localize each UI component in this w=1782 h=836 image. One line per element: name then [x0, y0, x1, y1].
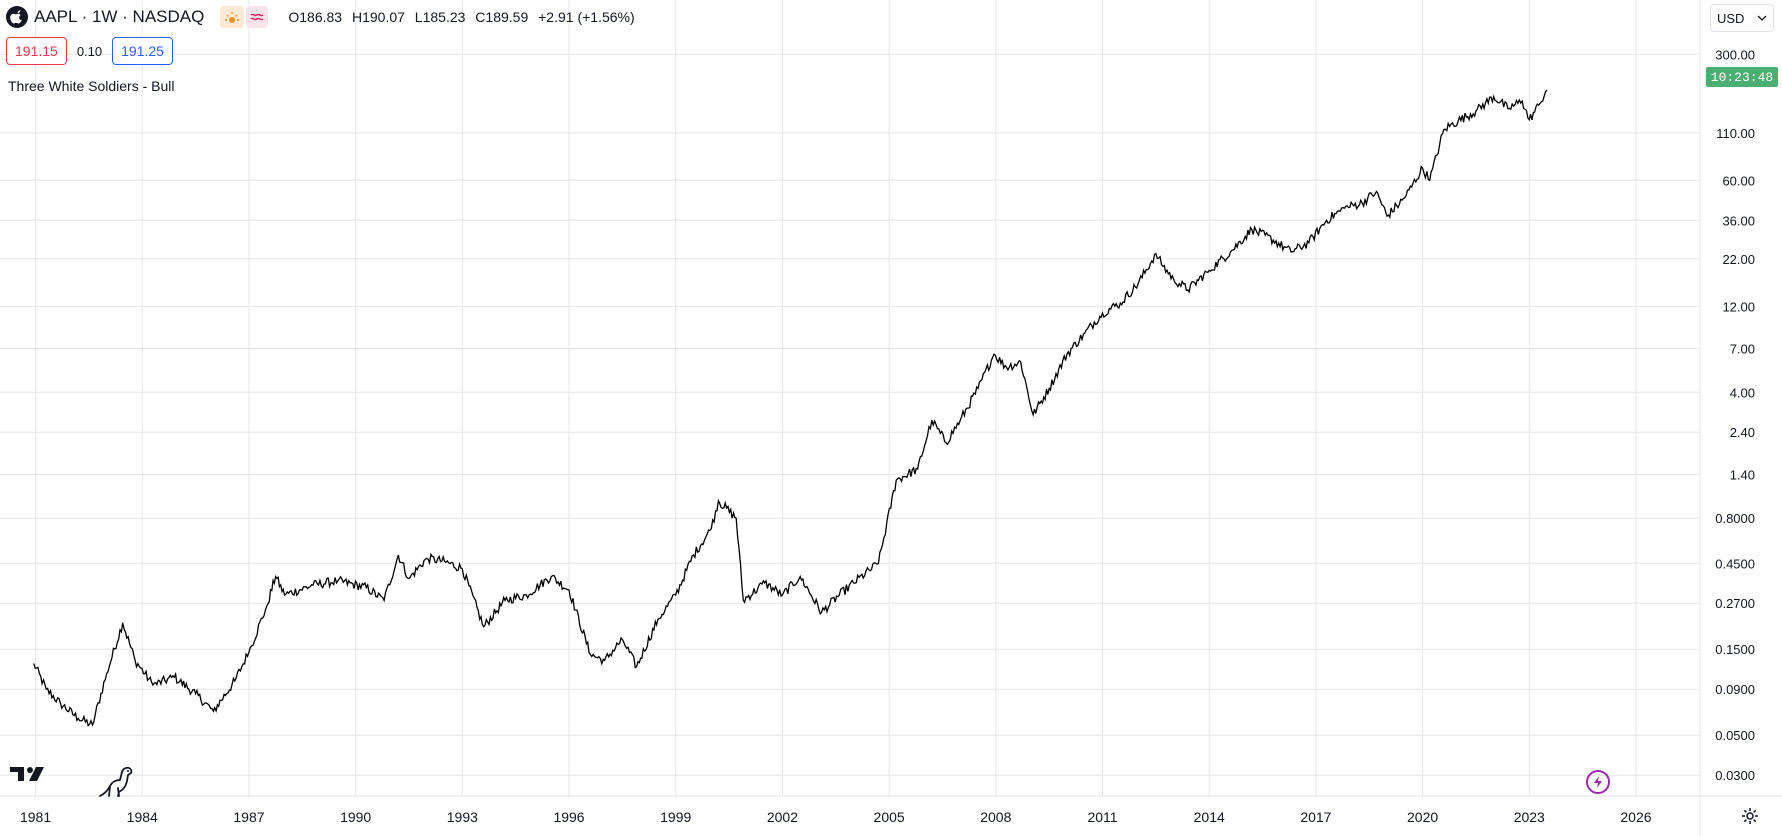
change-value: +2.91 (+1.56%)	[538, 9, 635, 25]
y-tick-label: 4.00	[1730, 385, 1755, 400]
lightning-icon[interactable]	[1586, 770, 1610, 794]
y-tick-label: 0.1500	[1715, 642, 1755, 657]
open-value: O186.83	[288, 9, 343, 25]
x-tick-label: 1993	[447, 809, 478, 825]
x-tick-label: 2017	[1300, 809, 1331, 825]
wave-icon[interactable]	[246, 6, 269, 28]
x-tick-label: 1987	[233, 809, 264, 825]
y-tick-label: 2.40	[1730, 425, 1755, 440]
symbol-header: AAPL · 1W · NASDAQ O186.83 H190.07 L185.…	[6, 4, 641, 30]
y-tick-label: 0.0500	[1715, 728, 1755, 743]
y-axis: 300.00 110.00 60.00 36.00 22.00 12.00 7.00 4.00…	[1715, 47, 1755, 783]
x-tick-label: 2002	[767, 809, 798, 825]
y-tick-label: 22.00	[1722, 252, 1755, 267]
currency-value: USD	[1717, 10, 1745, 26]
y-tick-label: 60.00	[1722, 173, 1755, 188]
symbol-title[interactable]: AAPL · 1W · NASDAQ	[34, 7, 205, 26]
y-tick-label: 110.00	[1716, 126, 1755, 141]
chevron-down-icon	[1757, 15, 1767, 21]
buy-price-button[interactable]: 191.25	[112, 37, 173, 65]
x-tick-label: 2014	[1194, 809, 1225, 825]
y-tick-label: 12.00	[1722, 299, 1755, 314]
x-tick-label: 1990	[340, 809, 371, 825]
x-tick-label: 2026	[1620, 809, 1651, 825]
gear-icon[interactable]	[1740, 806, 1760, 826]
x-tick-label: 1999	[660, 809, 691, 825]
y-tick-label: 0.2700	[1715, 596, 1755, 611]
high-value: H190.07	[351, 9, 405, 25]
y-tick-label: 300.00	[1715, 47, 1755, 62]
quote-panel: 191.15 0.10 191.25	[6, 37, 173, 65]
low-value: L185.23	[414, 9, 466, 25]
x-axis: 1981 1984 1987 1990 1993 1996 1999 2002 2005 2008…	[20, 809, 1652, 825]
y-tick-label: 1.40	[1730, 467, 1755, 482]
currency-select[interactable]: USD	[1710, 4, 1774, 32]
x-tick-label: 1984	[127, 809, 158, 825]
y-tick-label: 7.00	[1730, 341, 1755, 356]
x-tick-label: 1981	[20, 809, 51, 825]
spread-value: 0.10	[76, 43, 103, 59]
y-tick-label: 0.4500	[1715, 556, 1755, 571]
x-tick-label: 2020	[1407, 809, 1438, 825]
tradingview-logo-icon[interactable]	[10, 763, 50, 787]
y-tick-label: 0.0300	[1715, 768, 1755, 783]
ohlc-values: O186.83 H190.07 L185.23 C189.59 +2.91 (+…	[288, 9, 640, 25]
price-series-line	[33, 89, 1548, 727]
x-tick-label: 2023	[1514, 809, 1545, 825]
y-tick-label: 0.8000	[1715, 511, 1755, 526]
x-tick-label: 2008	[980, 809, 1011, 825]
price-countdown-label: 10:23:48	[1706, 67, 1778, 87]
apple-logo-icon[interactable]	[6, 6, 28, 28]
sell-price-button[interactable]: 191.15	[6, 37, 67, 65]
x-tick-label: 1996	[553, 809, 584, 825]
close-value: C189.59	[475, 9, 529, 25]
dinosaur-icon[interactable]	[98, 764, 134, 798]
y-tick-label: 36.00	[1722, 213, 1755, 228]
y-tick-label: 0.0900	[1715, 682, 1755, 697]
indicator-label[interactable]: Three White Soldiers - Bull	[8, 78, 175, 94]
x-tick-label: 2005	[874, 809, 905, 825]
x-tick-label: 2011	[1087, 809, 1117, 825]
sun-icon[interactable]	[220, 6, 245, 28]
